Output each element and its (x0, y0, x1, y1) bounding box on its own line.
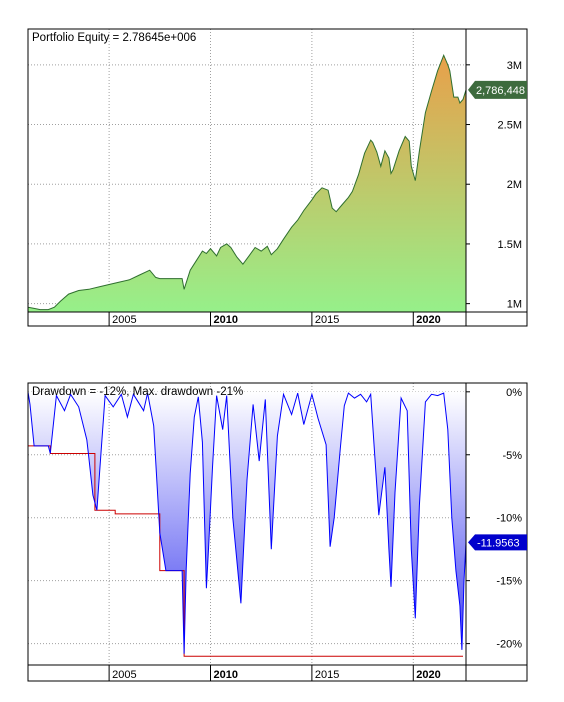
equity-area (28, 55, 466, 312)
equity-title: Portfolio Equity = 2.78645e+006 (32, 32, 196, 44)
y-tick-label: 1M (507, 299, 522, 311)
drawdown-x-axis (27, 664, 467, 682)
drawdown-x-ticks: 2005 2010 2015 2020 (108, 665, 441, 681)
equity-last-value-badge: 2,786,448 (468, 80, 527, 99)
equity-y-ticks: 1M 1.5M 2M 2.5M 3M (466, 60, 522, 311)
equity-x-ticks: 2005 2010 2015 2020 (108, 312, 441, 326)
x-tick-label: 2020 (416, 669, 440, 681)
x-tick-label: 2005 (112, 314, 136, 326)
x-tick-label: 2015 (315, 669, 339, 681)
equity-line (28, 53, 466, 311)
y-tick-label: 2M (507, 179, 522, 191)
equity-last-value-label: 2,786,448 (476, 85, 525, 97)
drawdown-line (28, 391, 466, 654)
drawdown-panel: 0% -5% -10% -15% -20% 2005 2010 2015 2020 Drawd… (27, 382, 528, 682)
y-tick-label: 1.5M (498, 239, 522, 251)
equity-panel: 1M 1.5M 2M 2.5M 3M 2005 2010 2015 2020 Portfoli… (27, 28, 528, 327)
y-tick-label: 2.5M (498, 120, 522, 132)
y-tick-label: 3M (507, 60, 522, 72)
drawdown-title: Drawdown = -12%, Max. drawdown -21% (32, 386, 243, 398)
x-tick-label: 2015 (315, 314, 339, 326)
x-tick-label: 2020 (416, 314, 440, 326)
y-tick-label: -10% (496, 513, 522, 525)
drawdown-last-value-badge: -11.9563 (468, 534, 527, 551)
equity-x-axis (27, 311, 467, 327)
x-tick-label: 2010 (214, 314, 238, 326)
drawdown-area (28, 391, 466, 654)
y-tick-label: 0% (506, 387, 522, 399)
y-tick-label: -15% (496, 576, 522, 588)
drawdown-last-value-label: -11.9563 (477, 537, 520, 549)
x-tick-label: 2005 (112, 669, 136, 681)
x-tick-label: 2010 (214, 669, 238, 681)
drawdown-y-ticks: 0% -5% -10% -15% -20% (466, 387, 522, 651)
y-tick-label: -5% (502, 450, 522, 462)
y-tick-label: -20% (496, 639, 522, 651)
